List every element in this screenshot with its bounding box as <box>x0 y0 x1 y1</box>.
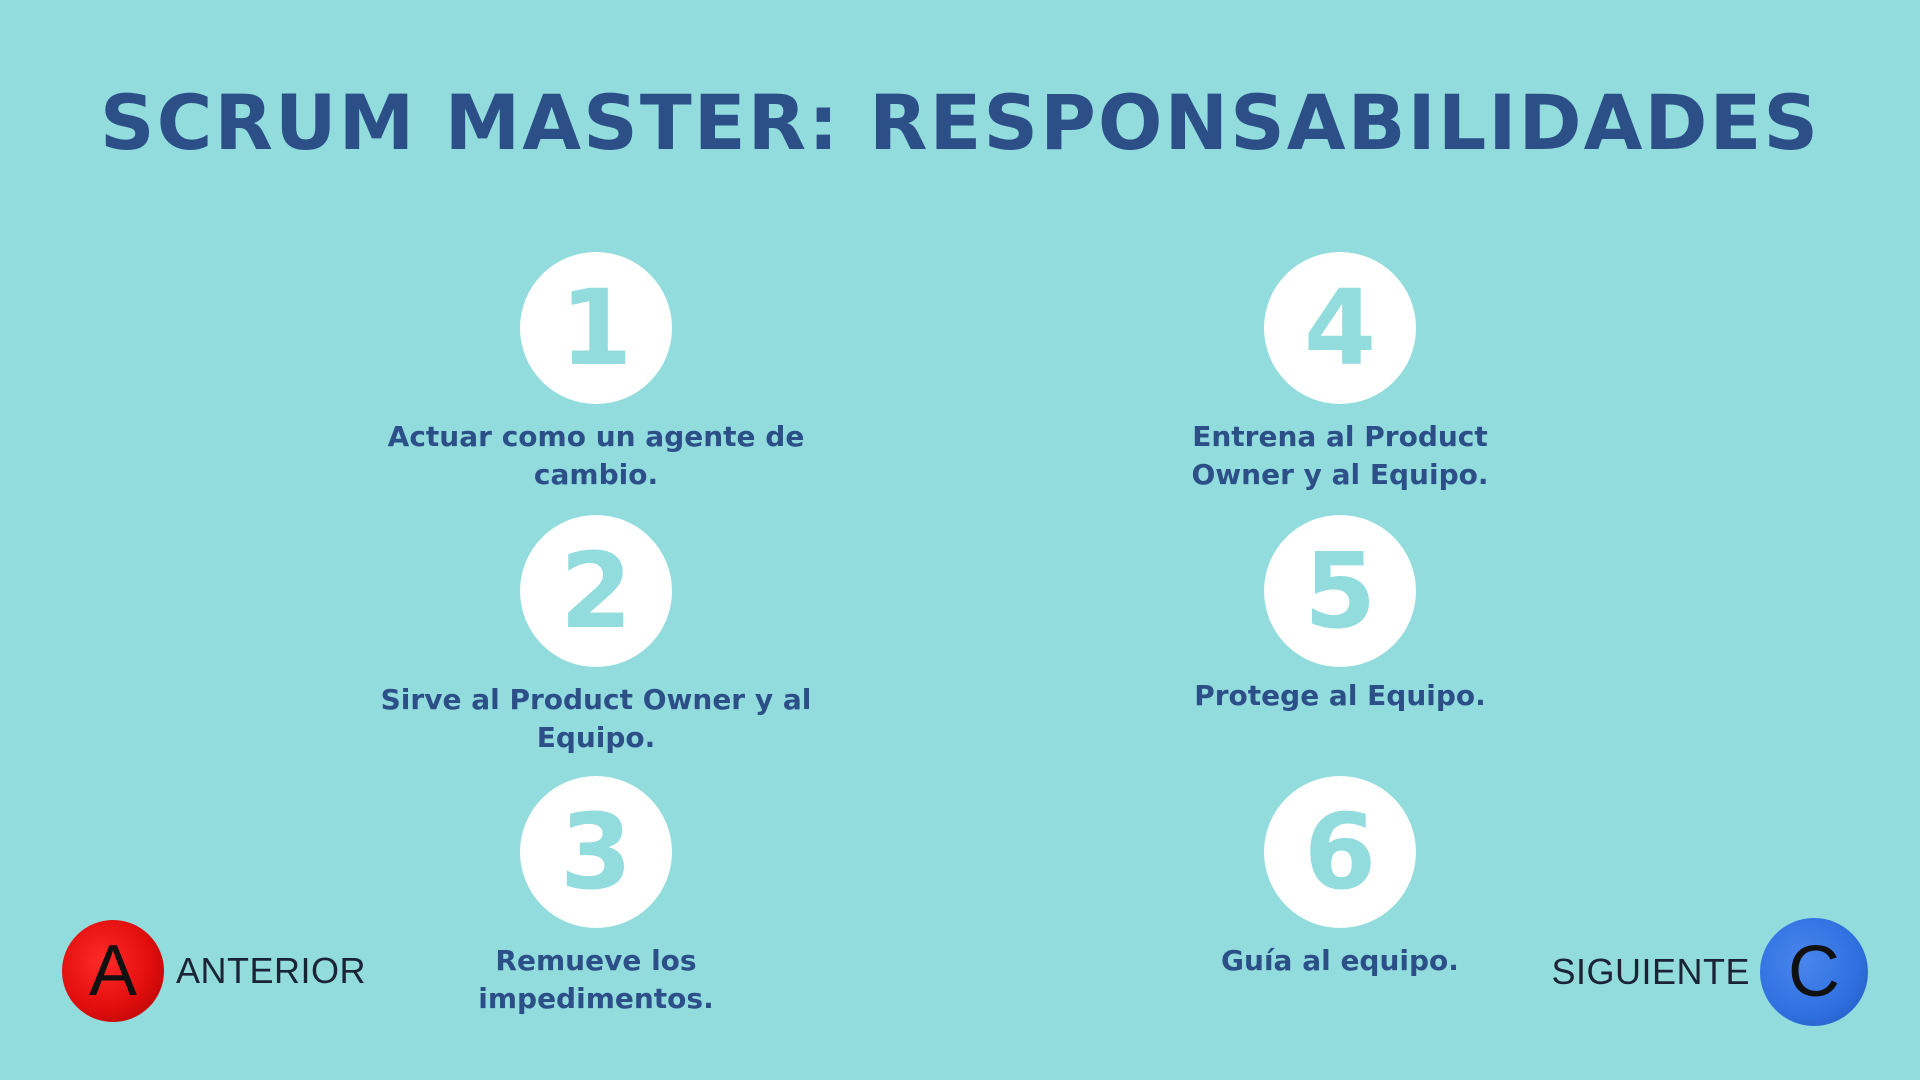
responsibility-item-3: 3 Remueve los impedimentos. <box>356 776 836 1018</box>
number-circle-6: 6 <box>1264 776 1416 928</box>
number-circle-3: 3 <box>520 776 672 928</box>
number-circle-1: 1 <box>520 252 672 404</box>
number-circle-2: 2 <box>520 515 672 667</box>
responsibility-text-5: Protege al Equipo. <box>1194 679 1486 712</box>
responsibility-text-6: Guía al equipo. <box>1221 944 1459 977</box>
next-label[interactable]: SIGUIENTE <box>1551 951 1750 992</box>
responsibility-text-1: Actuar como un agente de cambio. <box>387 420 805 491</box>
next-icon[interactable]: C <box>1760 918 1868 1026</box>
responsibility-item-6: 6 Guía al equipo. <box>1100 776 1580 980</box>
number-circle-5: 5 <box>1264 515 1416 667</box>
number-circle-4: 4 <box>1264 252 1416 404</box>
previous-button[interactable]: A ANTERIOR <box>62 920 366 1022</box>
responsibility-text-2: Sirve al Product Owner y al Equipo. <box>380 683 812 754</box>
responsibility-item-2: 2 Sirve al Product Owner y al Equipo. <box>356 515 836 757</box>
responsibility-item-4: 4 Entrena al Product Owner y al Equipo. <box>1100 252 1580 494</box>
page-title: SCRUM MASTER: RESPONSABILIDADES <box>99 78 1821 167</box>
responsibility-item-1: 1 Actuar como un agente de cambio. <box>356 252 836 494</box>
next-button[interactable]: SIGUIENTE C <box>1551 918 1868 1026</box>
responsibility-text-3: Remueve los impedimentos. <box>478 944 714 1015</box>
responsibility-text-4: Entrena al Product Owner y al Equipo. <box>1191 420 1489 491</box>
previous-icon[interactable]: A <box>62 920 164 1022</box>
previous-label[interactable]: ANTERIOR <box>176 950 367 991</box>
responsibility-item-5: 5 Protege al Equipo. <box>1100 515 1580 715</box>
